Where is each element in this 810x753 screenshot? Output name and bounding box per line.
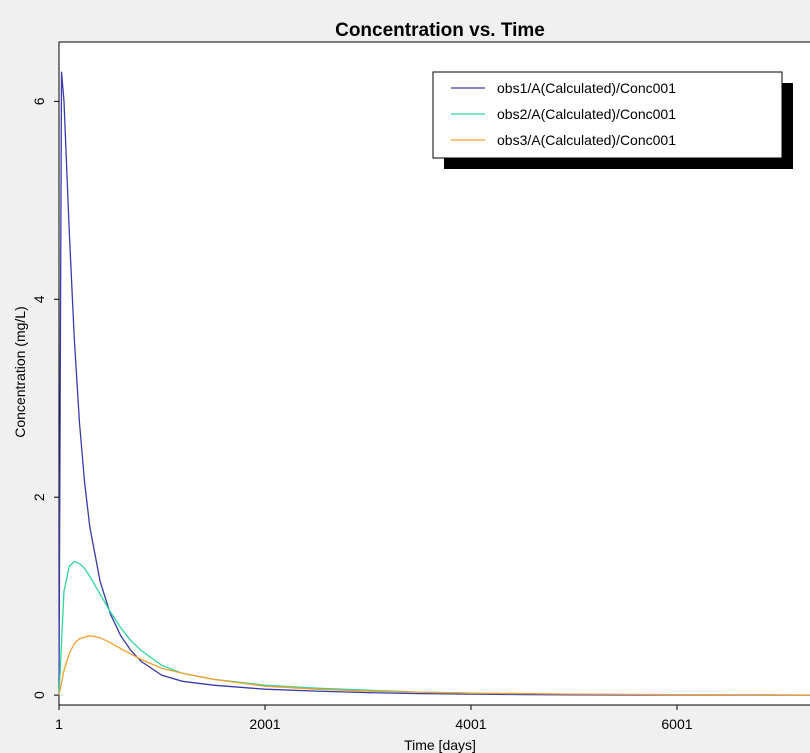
series-layer: [58, 71, 810, 696]
legend-entry: obs1/A(Calculated)/Conc001: [497, 80, 676, 96]
legend: obs1/A(Calculated)/Conc001 obs2/A(Calcula…: [432, 71, 793, 169]
x-axis-label: Time [days]: [404, 737, 476, 753]
x-tick-label: 2001: [249, 716, 280, 732]
y-tick-label: 6: [31, 97, 47, 105]
y-tick-label: 0: [31, 691, 47, 699]
axes-layer: 0 2 4 6 1 2001 4001 6001: [31, 97, 693, 732]
series-line: [58, 71, 810, 696]
y-tick-label: 2: [31, 493, 47, 501]
legend-entry: obs3/A(Calculated)/Conc001: [497, 132, 676, 148]
legend-box: [432, 71, 783, 159]
series-line: [58, 560, 523, 696]
legend-entry: obs2/A(Calculated)/Conc001: [497, 106, 676, 122]
series-line: [58, 635, 810, 696]
x-tick-label: 4001: [455, 716, 486, 732]
y-tick-label: 4: [31, 295, 47, 303]
x-tick-label: 6001: [661, 716, 692, 732]
y-axis-label: Concentration (mg/L): [12, 306, 28, 438]
x-tick-label: 1: [55, 716, 63, 732]
chart-title: Concentration vs. Time: [335, 20, 545, 41]
